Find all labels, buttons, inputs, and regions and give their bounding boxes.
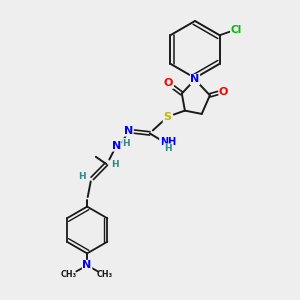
Text: NH: NH [160, 137, 176, 147]
Text: N: N [190, 74, 200, 85]
Text: N: N [112, 141, 121, 151]
Text: Cl: Cl [231, 25, 242, 35]
Text: CH₃: CH₃ [61, 270, 77, 279]
Text: N: N [82, 260, 92, 270]
Text: H: H [123, 139, 130, 148]
Text: H: H [164, 144, 172, 153]
Text: N: N [124, 126, 133, 136]
Text: O: O [164, 78, 173, 88]
Text: CH₃: CH₃ [97, 270, 113, 279]
Text: H: H [78, 172, 85, 181]
Text: H: H [112, 160, 119, 169]
Text: O: O [219, 87, 228, 97]
Text: S: S [163, 112, 171, 122]
